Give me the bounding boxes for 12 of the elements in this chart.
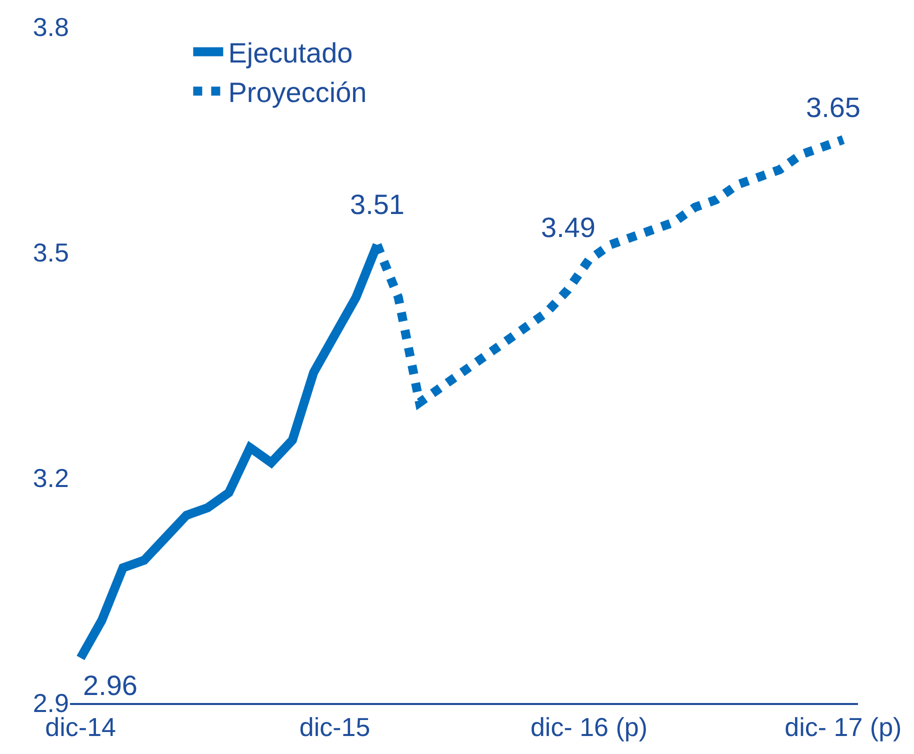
data-label: 3.65 [806, 92, 860, 123]
legend-label: Ejecutado [228, 38, 353, 69]
y-tick-label: 3.2 [32, 462, 69, 493]
y-tick-label: 3.5 [32, 237, 69, 268]
legend-label: Proyección [228, 77, 367, 108]
y-tick-label: 3.8 [32, 12, 69, 42]
x-tick-label: dic-15 [299, 712, 370, 742]
data-label: 3.49 [541, 212, 596, 243]
data-label: 3.51 [350, 189, 404, 220]
data-label: 2.96 [83, 670, 138, 701]
x-tick-label: dic- 17 (p) [784, 712, 902, 742]
x-tick-label: dic- 16 (p) [530, 712, 648, 742]
